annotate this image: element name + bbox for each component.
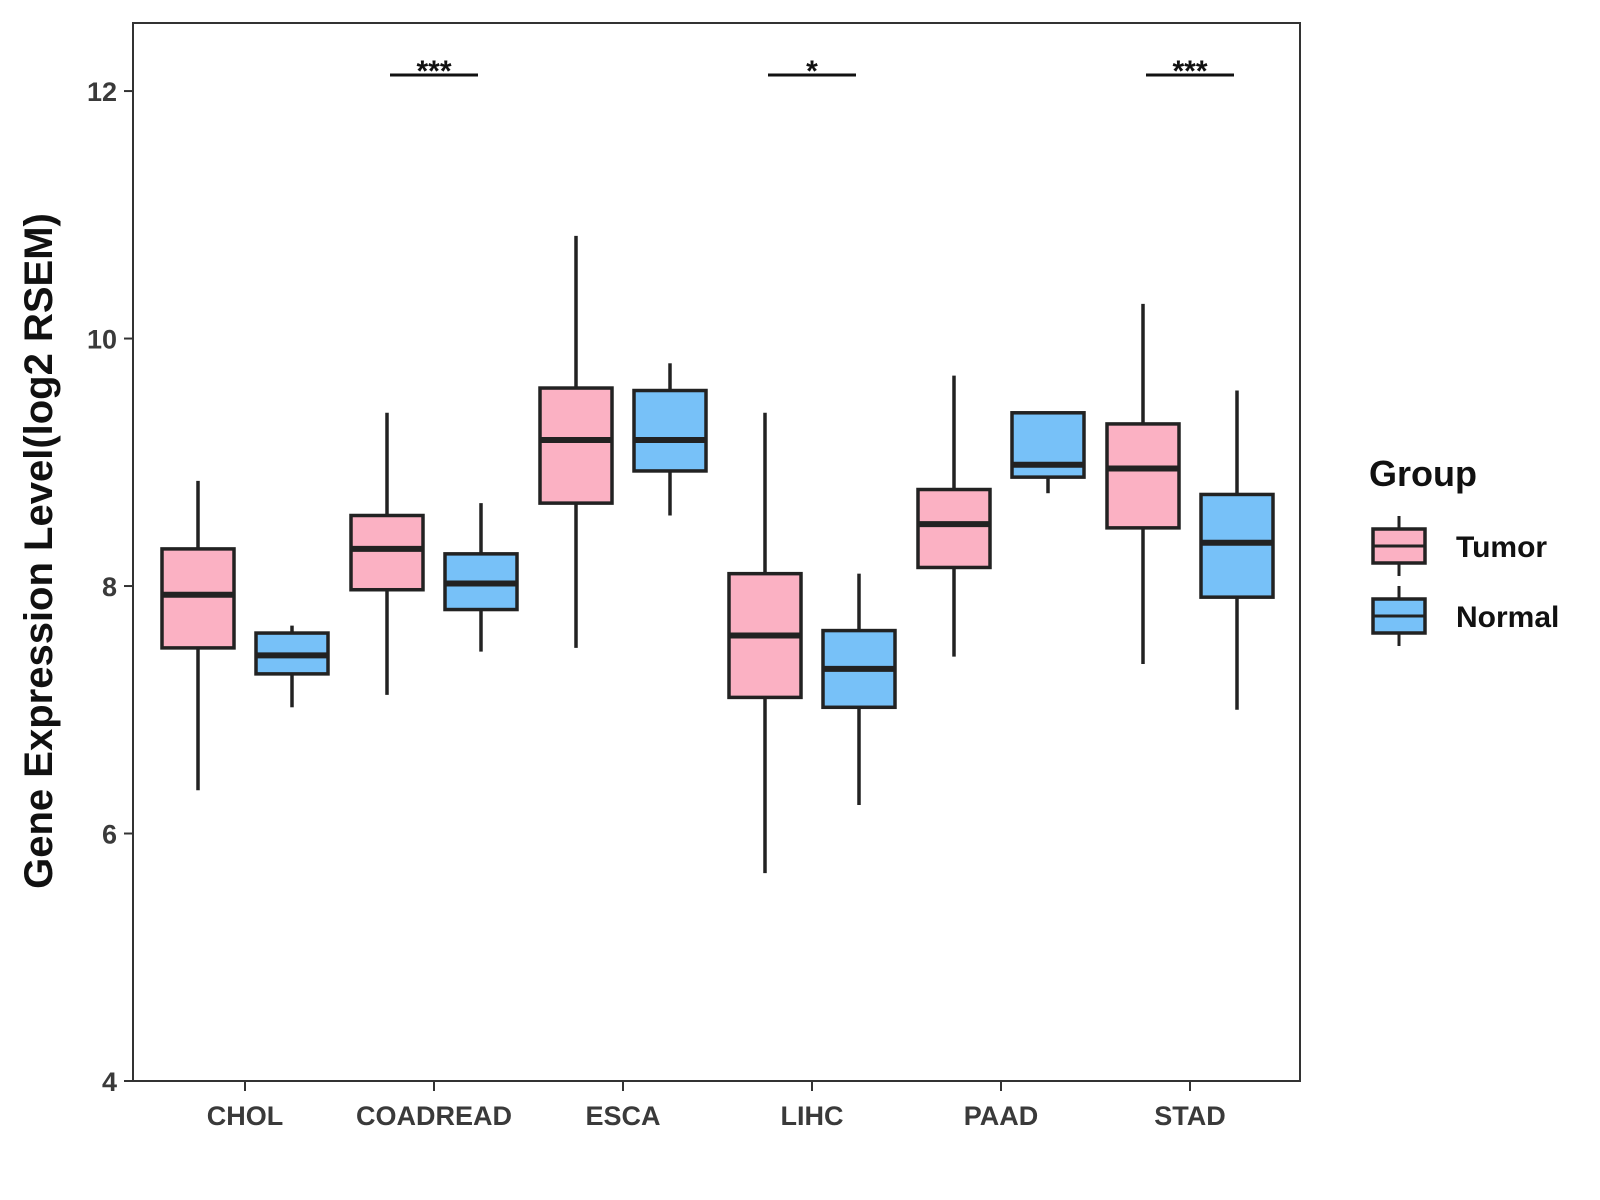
box-normal-esca bbox=[632, 363, 708, 516]
significance-label: *** bbox=[416, 55, 451, 88]
plot-area: *** * *** bbox=[160, 55, 1275, 874]
significance-annotation: *** bbox=[390, 55, 478, 88]
y-tick-label: 6 bbox=[102, 820, 117, 850]
legend-entry-normal: Normal bbox=[1371, 586, 1559, 646]
box-normal-stad bbox=[1199, 390, 1275, 710]
x-tick-label: STAD bbox=[1154, 1101, 1226, 1131]
box-iqr bbox=[160, 547, 236, 650]
legend-label: Tumor bbox=[1456, 531, 1547, 564]
x-tick-label: CHOL bbox=[207, 1101, 284, 1131]
significance-label: *** bbox=[1172, 55, 1207, 88]
y-tick-label: 12 bbox=[87, 77, 117, 107]
significance-label: * bbox=[806, 55, 818, 88]
legend-title: Group bbox=[1369, 453, 1477, 494]
y-tick-label: 8 bbox=[102, 572, 117, 602]
x-tick-label: LIHC bbox=[781, 1101, 844, 1131]
box-iqr bbox=[538, 386, 614, 505]
box-normal-coadread bbox=[443, 503, 519, 652]
box-tumor-coadread bbox=[349, 412, 425, 695]
box-normal-lihc bbox=[821, 573, 897, 806]
box-iqr bbox=[916, 487, 992, 570]
box-normal-chol bbox=[254, 625, 330, 708]
legend-entry-tumor: Tumor bbox=[1371, 516, 1547, 576]
box-tumor-chol bbox=[160, 480, 236, 791]
box-tumor-paad bbox=[916, 375, 992, 657]
box-tumor-esca bbox=[538, 235, 614, 648]
plot-panel-border bbox=[132, 22, 1301, 1082]
box-iqr bbox=[1199, 492, 1275, 599]
box-iqr bbox=[349, 513, 425, 592]
x-tick-label: ESCA bbox=[585, 1101, 660, 1131]
significance-annotation: * bbox=[768, 55, 856, 88]
y-axis-title: Gene Expression Level(log2 RSEM) bbox=[17, 213, 61, 889]
x-tick-label: COADREAD bbox=[356, 1101, 512, 1131]
x-tick-label: PAAD bbox=[964, 1101, 1039, 1131]
box-normal-paad bbox=[1010, 411, 1086, 494]
legend-label: Normal bbox=[1456, 601, 1559, 634]
box-tumor-lihc bbox=[727, 412, 803, 874]
box-iqr bbox=[632, 388, 708, 473]
legend: Group Tumor Normal bbox=[1369, 453, 1559, 646]
box-tumor-stad bbox=[1105, 303, 1181, 664]
significance-annotation: *** bbox=[1146, 55, 1234, 88]
box-iqr bbox=[1105, 422, 1181, 530]
axes: 4 6 8 10 12 CHOL COADREAD ESCA LIHC PAAD STAD bbox=[87, 22, 1301, 1131]
y-tick-label: 10 bbox=[87, 325, 117, 355]
y-tick-label: 4 bbox=[102, 1067, 117, 1097]
